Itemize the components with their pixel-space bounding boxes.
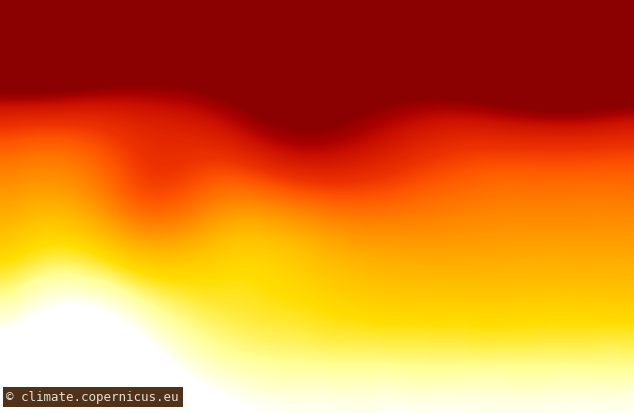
Text: © climate.copernicus.eu: © climate.copernicus.eu bbox=[6, 391, 179, 404]
